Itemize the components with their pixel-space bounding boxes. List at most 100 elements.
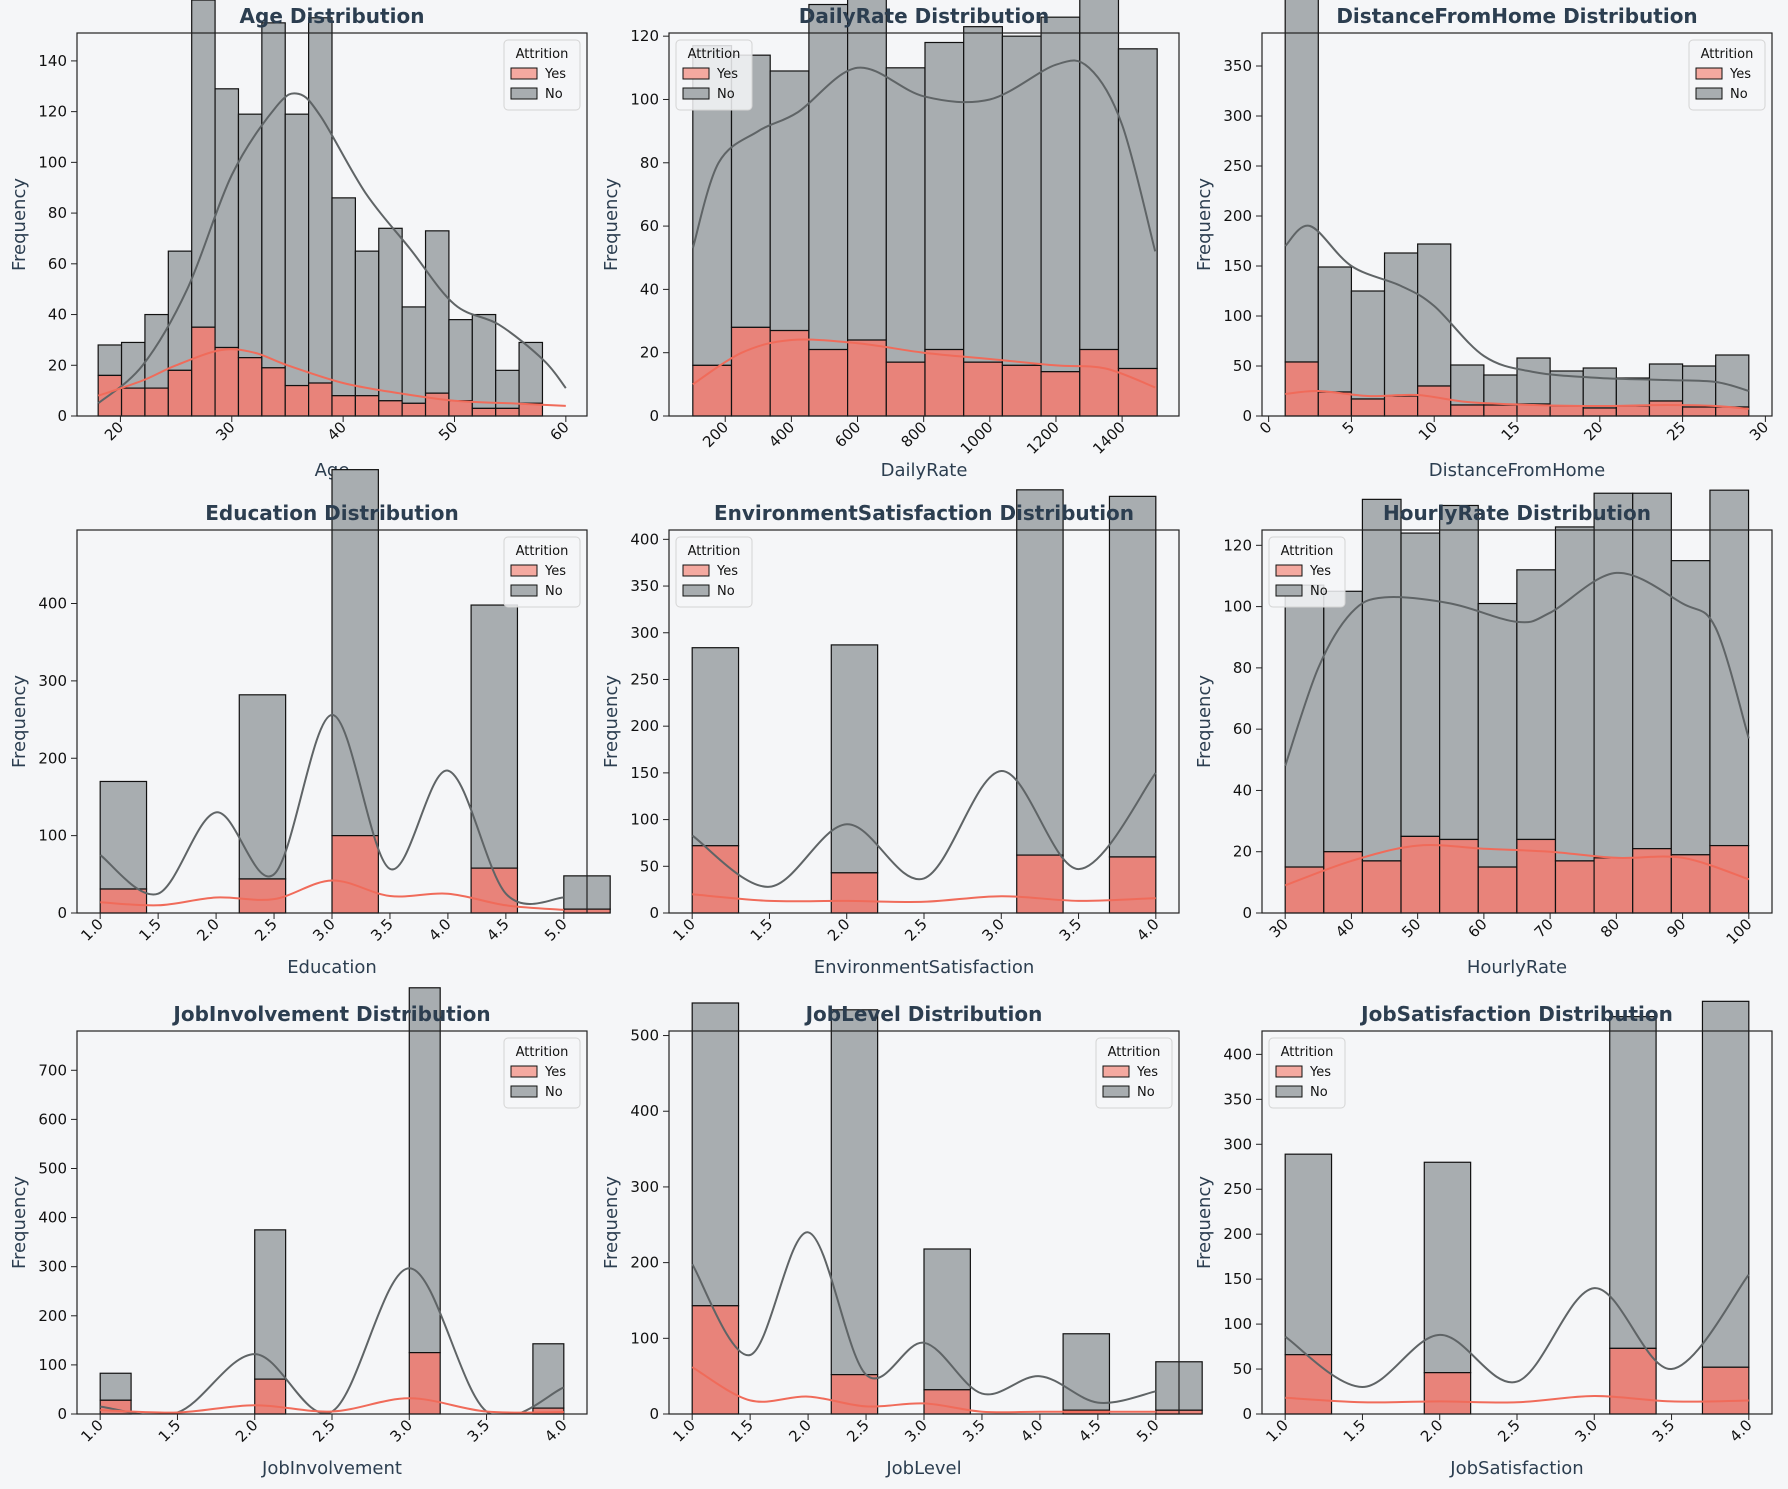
ytick-label: 200 <box>38 749 67 767</box>
bar-no <box>1079 0 1120 351</box>
legend-swatch-no <box>510 584 538 597</box>
ytick-label: 250 <box>1223 1180 1252 1198</box>
bar-no <box>691 647 740 847</box>
y-axis-label: Frequency <box>601 1176 622 1269</box>
bar-no <box>691 1002 740 1307</box>
y-axis-label: Frequency <box>1194 675 1215 768</box>
bar-yes <box>1582 407 1617 417</box>
kde-line-no <box>100 1267 565 1414</box>
bars <box>691 1002 1203 1415</box>
ytick-label: 300 <box>38 1258 67 1276</box>
ytick-label: 400 <box>38 1209 67 1227</box>
legend-title: Attrition <box>688 544 741 559</box>
legend-swatch-no <box>1102 1085 1130 1098</box>
bars <box>99 987 565 1415</box>
bar-yes <box>120 387 146 417</box>
kde-lines <box>691 769 1157 904</box>
ytick-label: 20 <box>48 356 67 374</box>
bar-yes <box>1383 395 1419 417</box>
xtick-label: 3.0 <box>901 1416 931 1446</box>
bar-yes <box>1001 364 1042 417</box>
y-axis-label: Frequency <box>601 675 622 768</box>
bar-yes <box>1284 361 1319 417</box>
ytick-label: 20 <box>1233 843 1252 861</box>
bar-no <box>238 694 287 880</box>
ytick-label: 100 <box>1223 1315 1252 1333</box>
bar-no <box>448 319 473 402</box>
bars <box>691 489 1157 914</box>
ytick-label: 40 <box>1233 781 1252 799</box>
ytick-label: 100 <box>1223 307 1252 325</box>
ytick-label: 50 <box>1233 357 1252 375</box>
bar-yes <box>1632 848 1672 914</box>
bar-no <box>254 1229 287 1380</box>
legend-swatch-no <box>510 87 538 100</box>
kde-line-no <box>691 59 1157 252</box>
xtick-label: 4.0 <box>1133 915 1163 945</box>
ytick-label: 100 <box>1223 598 1252 616</box>
bar-no <box>963 26 1003 363</box>
xtick-label: 3.0 <box>309 915 339 945</box>
ytick-label: 50 <box>1233 1360 1252 1378</box>
legend: Attrition Yes No <box>1095 1037 1173 1109</box>
xtick-label: 1000 <box>957 418 997 458</box>
bar-no <box>308 17 333 384</box>
bar-no <box>1417 243 1452 387</box>
bar-yes <box>261 367 286 417</box>
ytick-label: 80 <box>1233 659 1252 677</box>
bar-yes <box>808 348 849 417</box>
xtick-label: 3.0 <box>1572 1416 1602 1446</box>
bar-yes <box>963 361 1003 417</box>
legend: Attrition Yes No <box>675 536 753 608</box>
kde-lines <box>97 92 567 407</box>
legend-swatch-no <box>682 584 710 597</box>
xtick-label: 15 <box>1498 418 1524 444</box>
subplot-title: DistanceFromHome Distribution <box>1336 4 1697 28</box>
kde-lines <box>100 1267 565 1414</box>
legend-title: Attrition <box>1281 1045 1334 1060</box>
bar-yes <box>923 1389 971 1415</box>
legend-swatch-yes <box>1275 564 1303 577</box>
bar-no <box>331 469 379 837</box>
ytick-label: 40 <box>640 280 659 298</box>
y-axis-label: Frequency <box>1194 178 1215 271</box>
bar-no <box>769 70 810 332</box>
bar-no <box>261 22 286 369</box>
bar-yes <box>167 369 193 417</box>
xtick-label: 2.0 <box>1417 1416 1447 1446</box>
subplot-title: HourlyRate Distribution <box>1383 501 1651 525</box>
bar-yes <box>846 339 887 417</box>
bar-no <box>1108 495 1157 858</box>
ytick-label: 400 <box>38 595 67 613</box>
kde-lines <box>691 59 1157 389</box>
subplot-title: Age Distribution <box>240 4 425 28</box>
xtick-label: 2.5 <box>901 915 931 945</box>
bar-no <box>1117 48 1158 370</box>
bar-no <box>830 1009 879 1376</box>
xtick-label: 50 <box>1398 915 1424 941</box>
ytick-label: 0 <box>57 407 67 425</box>
kde-line-yes <box>97 348 566 407</box>
ytick-label: 300 <box>630 1178 659 1196</box>
subplot-9: 0 50 100 150 200 250 300 350 400 1.0 1.5 2.0 2.5 3.0 3… <box>1194 1000 1773 1479</box>
kde-line-no <box>691 769 1157 888</box>
bar-no <box>808 3 849 351</box>
bar-no <box>1040 16 1081 373</box>
legend-entry-yes: Yes <box>1136 1065 1158 1080</box>
bar-no <box>1361 498 1402 862</box>
bar-no <box>191 0 216 328</box>
bar-yes <box>144 387 169 417</box>
ytick-label: 250 <box>630 670 659 688</box>
bar-yes <box>1423 1372 1472 1415</box>
legend-entry-no: No <box>1310 584 1328 599</box>
xtick-label: 1.0 <box>77 915 107 945</box>
legend-entry-no: No <box>1137 1085 1155 1100</box>
kde-lines <box>99 713 564 911</box>
kde-line-no <box>97 92 567 405</box>
bar-no <box>1715 354 1750 408</box>
bar-no <box>1516 357 1551 405</box>
xtick-label: 40 <box>1332 915 1358 941</box>
x-axis-label: Education <box>287 957 377 978</box>
legend-title: Attrition <box>516 1045 569 1060</box>
bar-no <box>1477 602 1518 868</box>
